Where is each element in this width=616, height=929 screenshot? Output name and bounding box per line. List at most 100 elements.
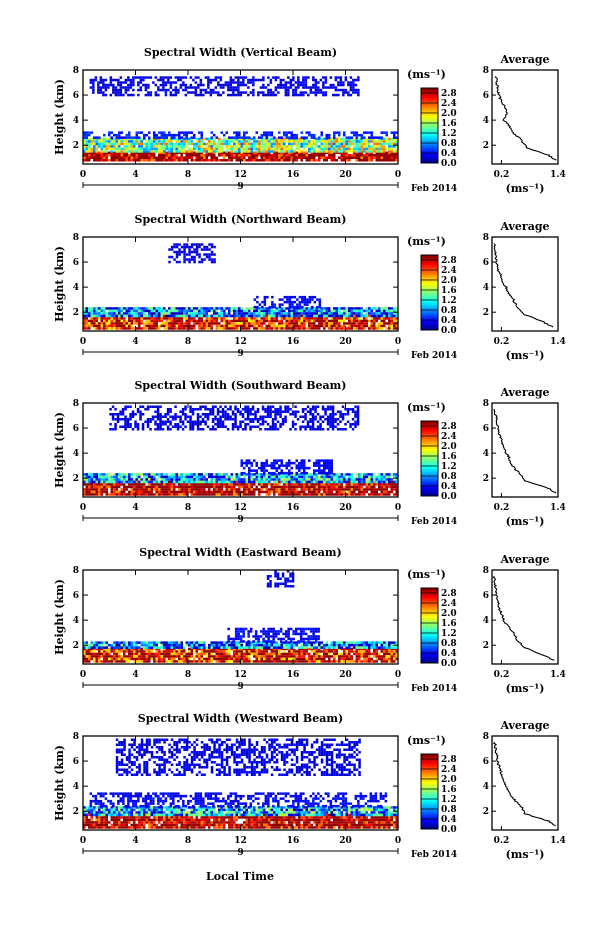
heatmap-cell xyxy=(118,307,121,310)
heatmap-cell xyxy=(180,493,183,496)
heatmap-cell xyxy=(275,147,278,151)
heatmap-cell xyxy=(330,145,333,148)
heatmap-cell xyxy=(220,314,223,318)
heatmap-cell xyxy=(150,490,153,494)
heatmap-cell xyxy=(118,154,121,157)
heatmap-cell xyxy=(166,408,170,411)
heatmap-cell xyxy=(319,78,323,82)
heatmap-cell xyxy=(138,154,141,157)
heatmap-cell xyxy=(105,480,108,484)
heatmap-cell xyxy=(200,137,203,141)
heatmap-cell xyxy=(159,83,163,87)
heatmap-cell xyxy=(285,150,288,153)
heatmap-cell xyxy=(248,473,251,476)
heatmap-cell xyxy=(223,309,226,313)
heatmap-cell xyxy=(110,493,113,496)
heatmap-cell xyxy=(208,490,211,494)
heatmap-cell xyxy=(98,307,101,310)
heatmap-cell xyxy=(290,150,293,153)
heatmap-cell xyxy=(191,410,195,413)
heatmap-cell xyxy=(200,147,203,151)
heatmap-cell xyxy=(240,480,243,484)
heatmap-cell xyxy=(175,145,178,148)
heatmap-cell xyxy=(121,413,125,416)
heatmap-cell xyxy=(312,83,315,87)
heatmap-cell xyxy=(243,131,246,134)
heatmap-cell xyxy=(103,488,106,491)
heatmap-cell xyxy=(163,137,166,141)
heatmap-cell xyxy=(133,488,136,491)
heatmap-cell xyxy=(358,475,361,479)
heatmap-cell xyxy=(290,466,293,470)
heatmap-cell xyxy=(183,250,186,254)
heatmap-cell xyxy=(213,480,216,484)
heatmap-cell xyxy=(270,156,273,159)
heatmap-cell xyxy=(313,159,316,162)
heatmap-cell xyxy=(103,159,106,162)
heatmap-cell xyxy=(373,485,376,489)
heatmap-cell xyxy=(115,309,118,313)
heatmap-cell xyxy=(200,324,203,328)
heatmap-cell xyxy=(353,317,356,320)
heatmap-cell xyxy=(383,159,386,162)
heatmap-cell xyxy=(279,413,282,416)
heatmap-cell xyxy=(345,483,348,486)
heatmap-cell xyxy=(129,83,133,87)
heatmap-cell xyxy=(214,76,218,79)
heatmap-cell xyxy=(200,314,203,318)
heatmap-cell xyxy=(98,473,101,476)
heatmap-cell xyxy=(185,159,188,162)
heatmap-cell xyxy=(325,150,328,153)
heatmap-cell xyxy=(235,322,238,325)
heatmap-cell xyxy=(245,317,248,320)
heatmap-cell xyxy=(200,317,203,320)
heatmap-cell xyxy=(338,483,341,486)
heatmap-cell xyxy=(380,473,383,476)
heatmap-cell xyxy=(330,312,333,315)
panel-1: Spectral Width (Northward Beam)2468Heigh… xyxy=(53,213,566,362)
heatmap-cell xyxy=(183,140,186,143)
heatmap-cell xyxy=(223,483,226,486)
heatmap-cell xyxy=(270,154,273,157)
heatmap-cell xyxy=(285,485,288,489)
heatmap-cell xyxy=(165,151,168,154)
heatmap-cell xyxy=(178,488,181,491)
heatmap-cell xyxy=(240,327,243,330)
heatmap-cell xyxy=(175,243,179,246)
heatmap-cell xyxy=(115,314,118,318)
heatmap-cell xyxy=(138,309,141,313)
heatmap-cell xyxy=(103,145,106,148)
heatmap-cell xyxy=(209,81,213,84)
heatmap-cell xyxy=(125,480,128,484)
heatmap-cell xyxy=(108,324,111,328)
heatmap-cell xyxy=(380,156,383,159)
heatmap-cell xyxy=(83,140,86,143)
heatmap-cell xyxy=(239,413,242,416)
heatmap-cell xyxy=(303,461,306,465)
heatmap-cell xyxy=(310,133,313,137)
heatmap-cell xyxy=(303,324,306,328)
heatmap-cell xyxy=(95,154,98,157)
heatmap-cell xyxy=(343,493,346,496)
heatmap-cell xyxy=(383,156,386,159)
heatmap-cell xyxy=(244,83,248,87)
heatmap-cell xyxy=(380,317,383,320)
heatmap-cell xyxy=(120,314,123,318)
average-profile-line xyxy=(493,243,554,328)
heatmap-cell xyxy=(160,485,163,489)
heatmap-cell xyxy=(237,83,240,87)
heatmap-cell xyxy=(205,312,208,315)
heatmap-cell xyxy=(278,485,281,489)
heatmap-cell xyxy=(155,327,158,330)
heatmap-cell xyxy=(368,159,371,162)
heatmap-cell xyxy=(128,480,131,484)
heatmap-cell xyxy=(210,317,213,320)
heatmap-cell xyxy=(340,159,343,162)
heatmap-cell xyxy=(316,305,319,309)
heatmap-cell xyxy=(178,485,181,489)
heatmap-cell xyxy=(170,327,173,330)
heatmap-cell xyxy=(279,405,282,408)
heatmap-cell xyxy=(190,150,193,153)
heatmap-cell xyxy=(275,485,278,489)
heatmap-cell xyxy=(282,78,285,82)
